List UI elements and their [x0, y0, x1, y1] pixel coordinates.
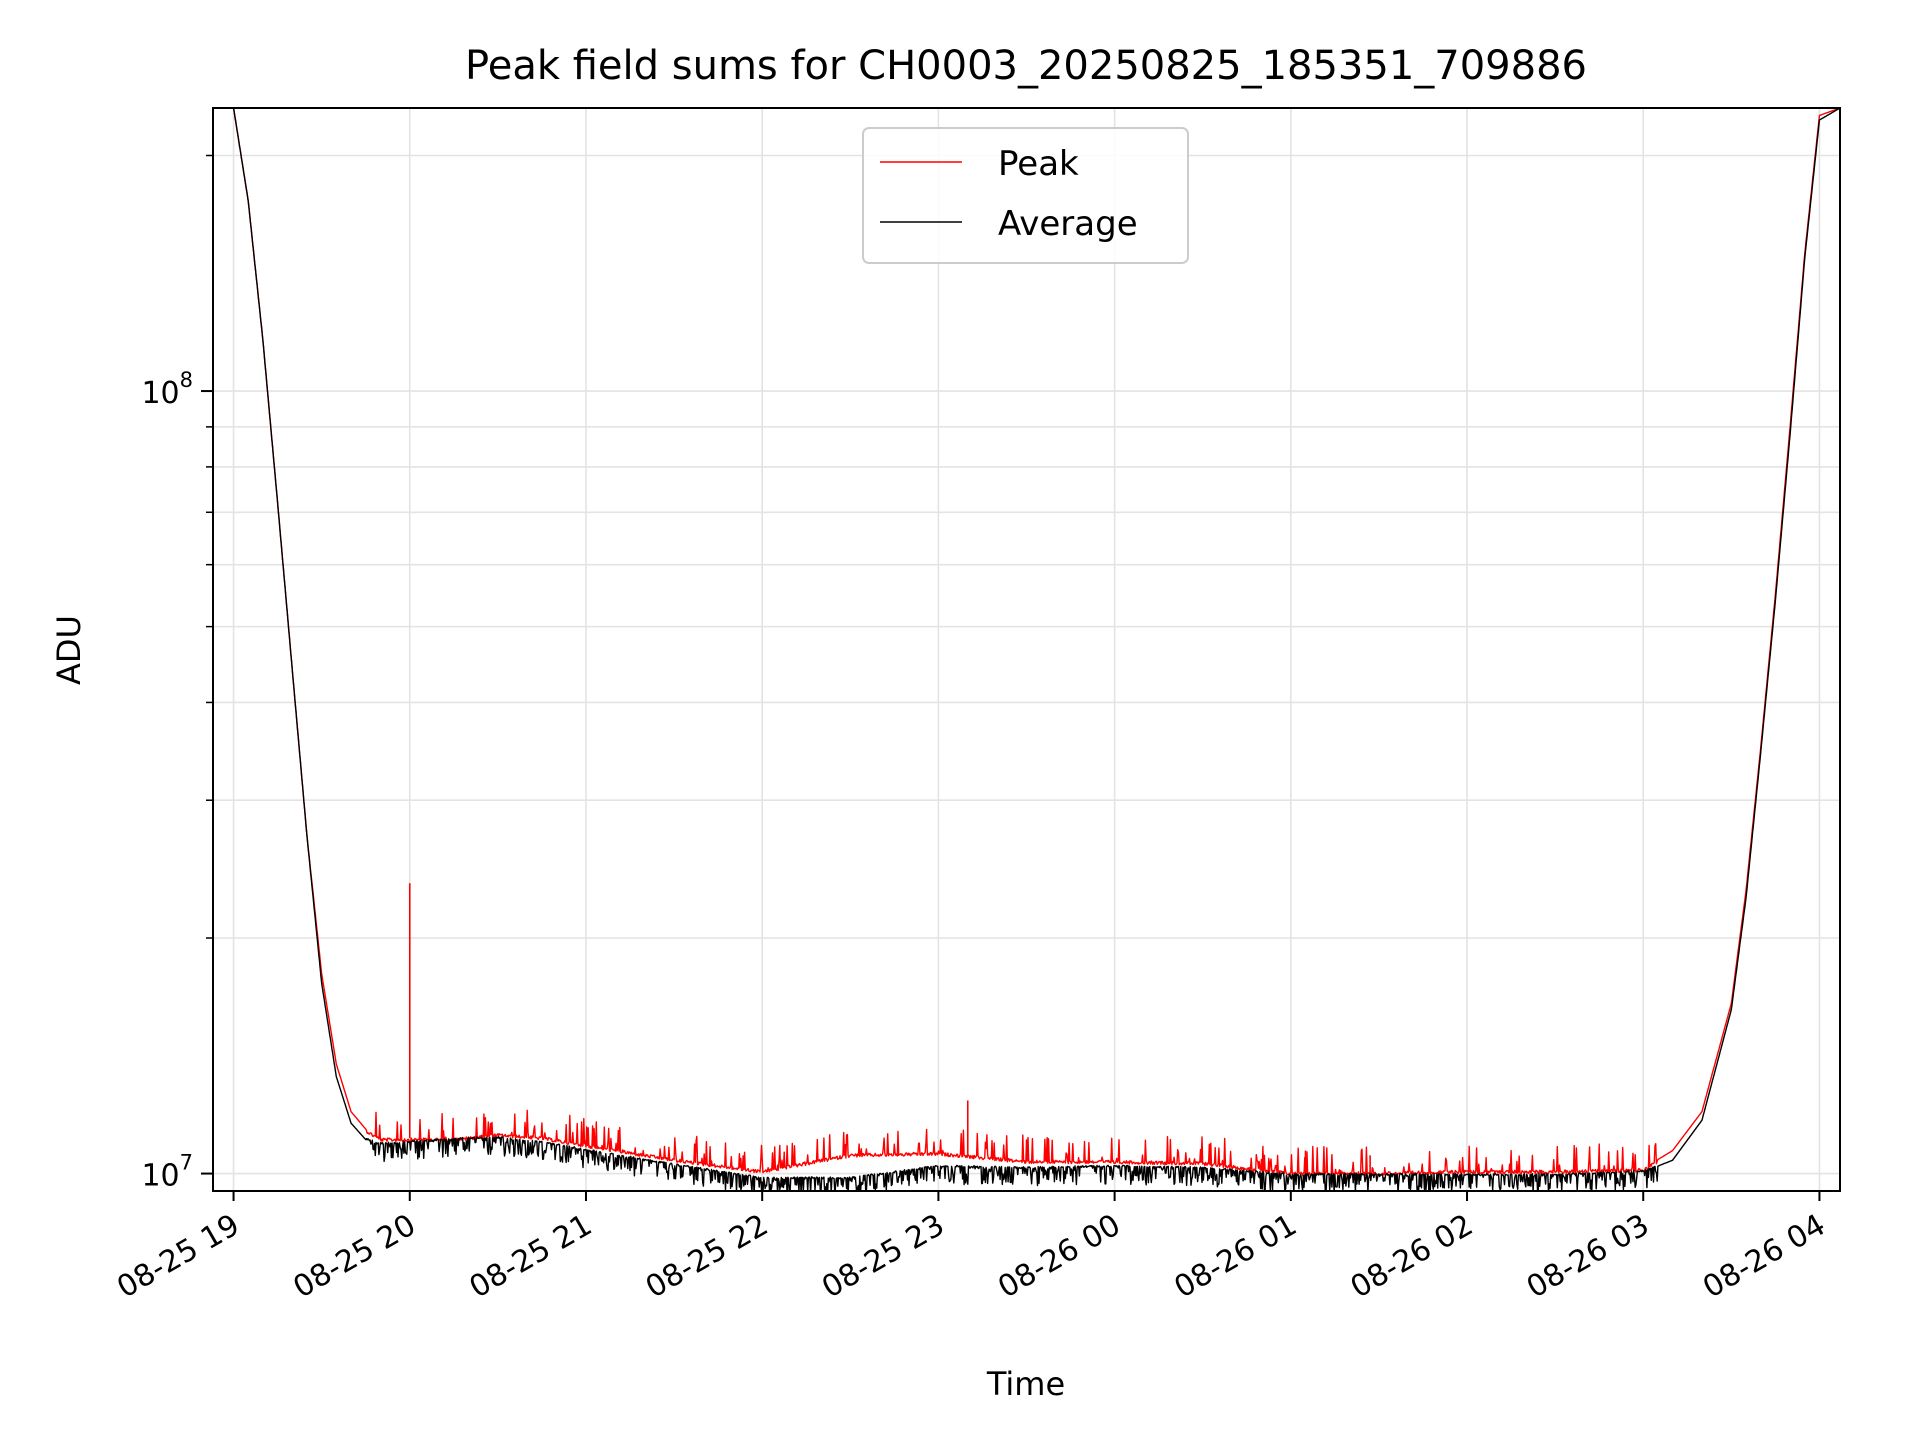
series-line-average: [213, 108, 1840, 1191]
y-tick-label: 107: [141, 1151, 193, 1194]
legend-label-average: Average: [998, 204, 1138, 244]
plot-frame: [212, 107, 1841, 1192]
y-tick-label: 108: [141, 368, 193, 411]
series-layer: [213, 108, 1840, 1191]
legend-label-peak: Peak: [998, 144, 1079, 184]
chart-title: Peak field sums for CH0003_20250825_1853…: [465, 43, 1587, 89]
y-axis-label: ADU: [50, 615, 88, 685]
x-axis-label: Time: [986, 1365, 1065, 1403]
legend: Peak Average: [862, 127, 1189, 264]
